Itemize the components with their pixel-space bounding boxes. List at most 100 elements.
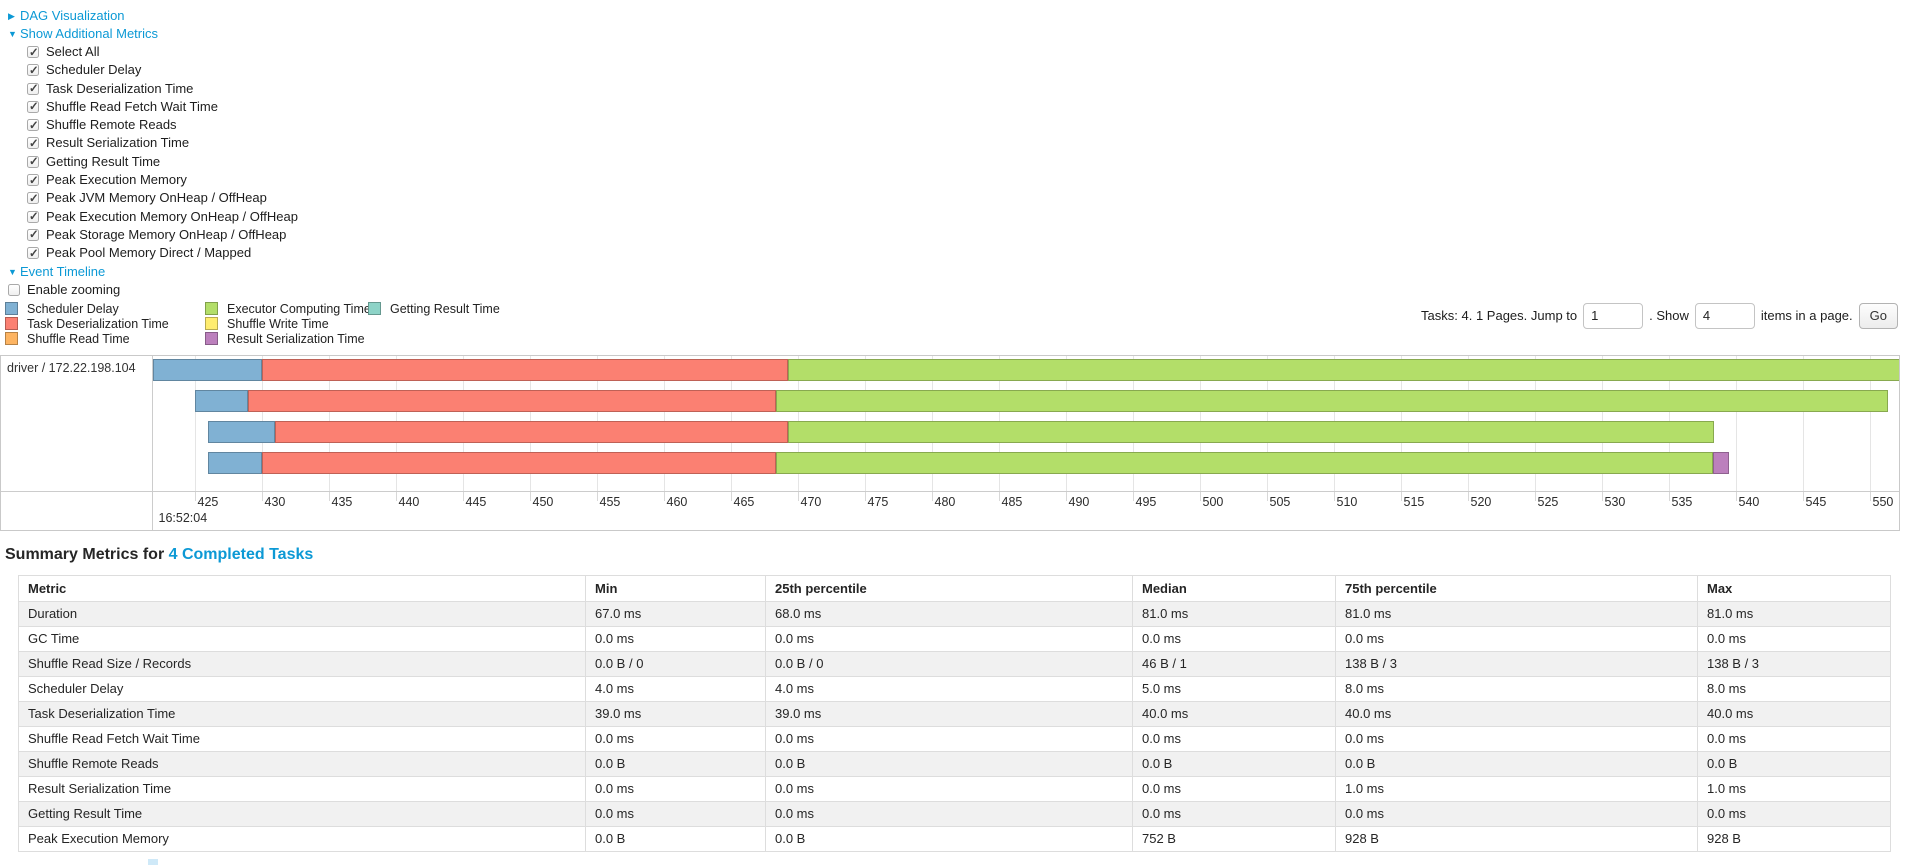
metric-value-cell: 928 B bbox=[1335, 825, 1698, 852]
metric-checkbox-row[interactable]: Shuffle Remote Reads bbox=[27, 116, 1907, 135]
metric-checkbox-row[interactable]: Task Deserialization Time bbox=[27, 80, 1907, 98]
metric-name-cell: Shuffle Read Size / Records bbox=[18, 650, 586, 677]
metric-checkbox[interactable] bbox=[27, 98, 39, 117]
result-serialization-bar-segment[interactable] bbox=[1712, 451, 1729, 474]
axis-tick-label: 435 bbox=[331, 494, 353, 509]
table-row: GC Time 0.0 ms 0.0 ms 0.0 ms 0.0 ms 0.0 ms bbox=[18, 625, 1891, 652]
axis-tick-label: 495 bbox=[1135, 494, 1157, 509]
axis-tick-mark bbox=[864, 491, 866, 501]
axis-tick-label: 445 bbox=[465, 494, 487, 509]
metric-checkbox[interactable] bbox=[27, 245, 39, 263]
metric-checkbox-row[interactable]: Peak Storage Memory OnHeap / OffHeap bbox=[27, 226, 1907, 245]
axis-tick-mark bbox=[1065, 491, 1067, 501]
metric-checkbox[interactable] bbox=[27, 62, 39, 80]
metric-value-cell: 0.0 ms bbox=[585, 775, 766, 802]
legend-item: Shuffle Read Time bbox=[5, 332, 205, 347]
executor-computing-bar-segment[interactable] bbox=[788, 358, 1899, 381]
scheduler-delay-bar-segment[interactable] bbox=[153, 358, 262, 381]
metric-checkbox[interactable] bbox=[27, 44, 39, 62]
metric-checkbox-row[interactable]: Scheduler Delay bbox=[27, 61, 1907, 80]
event-timeline-toggle[interactable]: ▼ Event Timeline bbox=[8, 263, 1907, 281]
metric-checkbox-row[interactable]: Getting Result Time bbox=[27, 153, 1907, 172]
metric-checkbox[interactable] bbox=[27, 153, 39, 172]
legend-label: Scheduler Delay bbox=[27, 301, 119, 316]
enable-zooming-row[interactable]: Enable zooming bbox=[8, 281, 1907, 299]
axis-tick-label: 425 bbox=[197, 494, 219, 509]
metric-value-cell: 138 B / 3 bbox=[1335, 650, 1698, 677]
metric-checkbox-row[interactable]: Peak Pool Memory Direct / Mapped bbox=[27, 244, 1907, 263]
axis-tick-label: 510 bbox=[1336, 494, 1358, 509]
metric-checkbox-list: Select All Scheduler Delay Task Deserializ… bbox=[27, 43, 1907, 263]
metric-checkbox[interactable] bbox=[27, 190, 39, 208]
metric-checkbox[interactable] bbox=[27, 208, 39, 226]
timeline-header-band: Scheduler Delay Task Deserialization Time… bbox=[0, 302, 1907, 355]
task-deserialization-bar-segment[interactable] bbox=[261, 358, 789, 381]
axis-tick-mark bbox=[1735, 491, 1737, 501]
metric-checkbox[interactable] bbox=[27, 226, 39, 245]
timeline-gridline bbox=[1735, 355, 1737, 491]
collapsed-arrow-icon: ▶ bbox=[8, 11, 15, 21]
scheduler-delay-bar-segment[interactable] bbox=[207, 451, 262, 474]
summary-metrics-table: Metric Min 25th percentile Median 75th perce… bbox=[18, 574, 1891, 852]
table-row: Result Serialization Time 0.0 ms 0.0 ms 0.0… bbox=[18, 775, 1891, 802]
summary-metrics-title: Summary Metrics for 4 Completed Tasks bbox=[5, 546, 1907, 564]
task-deserialization-bar-segment[interactable] bbox=[274, 420, 789, 443]
metric-name-cell: GC Time bbox=[18, 625, 586, 652]
legend-label: Shuffle Write Time bbox=[227, 316, 329, 331]
axis-tick-mark bbox=[1869, 491, 1871, 501]
metric-value-cell: 928 B bbox=[1697, 825, 1891, 852]
axis-tick-mark bbox=[1266, 491, 1268, 501]
show-additional-metrics-toggle[interactable]: ▼ Show Additional Metrics bbox=[8, 25, 1907, 43]
metric-name-cell: Result Serialization Time bbox=[18, 775, 586, 802]
metric-checkbox-row[interactable]: Shuffle Read Fetch Wait Time bbox=[27, 98, 1907, 117]
metric-value-cell: 0.0 B bbox=[1335, 750, 1698, 777]
task-deserialization-bar-segment[interactable] bbox=[261, 451, 777, 474]
metric-checkbox-row[interactable]: Peak Execution Memory OnHeap / OffHeap bbox=[27, 208, 1907, 226]
metric-checkbox[interactable] bbox=[27, 117, 39, 135]
metric-value-cell: 0.0 B / 0 bbox=[585, 650, 766, 677]
legend-label: Shuffle Read Time bbox=[27, 331, 130, 346]
axis-tick-label: 500 bbox=[1202, 494, 1224, 509]
dag-visualization-toggle[interactable]: ▶ DAG Visualization bbox=[8, 7, 1907, 25]
metric-checkbox-row[interactable]: Peak JVM Memory OnHeap / OffHeap bbox=[27, 189, 1907, 208]
metric-checkbox[interactable] bbox=[27, 135, 39, 153]
metric-checkbox-row[interactable]: Select All bbox=[27, 43, 1907, 62]
axis-tick-mark bbox=[395, 491, 397, 501]
enable-zooming-checkbox[interactable] bbox=[8, 283, 20, 296]
metric-checkbox[interactable] bbox=[27, 80, 39, 98]
table-header-row: Metric Min 25th percentile Median 75th perce… bbox=[18, 574, 1891, 602]
metric-value-cell: 0.0 ms bbox=[585, 725, 766, 752]
executor-computing-bar-segment[interactable] bbox=[788, 420, 1715, 443]
completed-tasks-link[interactable]: 4 Completed Tasks bbox=[168, 545, 314, 563]
go-button[interactable]: Go bbox=[1858, 302, 1898, 329]
task-deserialization-bar-segment[interactable] bbox=[248, 389, 777, 412]
metric-checkbox-row[interactable]: Result Serialization Time bbox=[27, 134, 1907, 153]
metric-checkbox-label: Result Serialization Time bbox=[46, 135, 190, 151]
metric-checkbox[interactable] bbox=[27, 172, 39, 190]
axis-tick-label: 455 bbox=[599, 494, 621, 509]
metric-checkbox-label: Peak Storage Memory OnHeap / OffHeap bbox=[46, 226, 287, 242]
expanded-arrow-icon: ▼ bbox=[8, 29, 17, 39]
jump-to-page-input[interactable] bbox=[1583, 302, 1644, 329]
metric-value-cell: 1.0 ms bbox=[1697, 775, 1891, 802]
metric-value-cell: 81.0 ms bbox=[1132, 600, 1336, 627]
timeline-legend: Scheduler Delay Task Deserialization Time… bbox=[0, 302, 1907, 347]
scheduler-delay-bar-segment[interactable] bbox=[194, 389, 249, 412]
shuffle-write-swatch-icon bbox=[205, 317, 218, 331]
task-pagination: Tasks: 4. 1 Pages. Jump to . Show items … bbox=[1421, 302, 1898, 329]
scheduler-delay-bar-segment[interactable] bbox=[207, 420, 275, 443]
show-additional-metrics-label: Show Additional Metrics bbox=[20, 26, 159, 41]
metric-value-cell: 0.0 ms bbox=[1132, 800, 1336, 827]
executor-computing-bar-segment[interactable] bbox=[776, 389, 1889, 412]
table-row: Peak Execution Memory 0.0 B 0.0 B 752 B 928 … bbox=[18, 825, 1891, 852]
table-row: Task Deserialization Time 39.0 ms 39.0 ms 4… bbox=[18, 700, 1891, 727]
items-per-page-input[interactable] bbox=[1694, 302, 1755, 329]
metric-value-cell: 39.0 ms bbox=[585, 700, 766, 727]
table-row: Duration 67.0 ms 68.0 ms 81.0 ms 81.0 ms 81.0… bbox=[18, 600, 1891, 627]
executor-computing-bar-segment[interactable] bbox=[776, 451, 1713, 474]
pagination-show-text: . Show bbox=[1649, 308, 1689, 324]
axis-tick-mark bbox=[194, 491, 196, 501]
metric-checkbox-row[interactable]: Peak Execution Memory bbox=[27, 171, 1907, 190]
axis-tick-mark bbox=[663, 491, 665, 501]
metric-value-cell: 81.0 ms bbox=[1697, 600, 1891, 627]
